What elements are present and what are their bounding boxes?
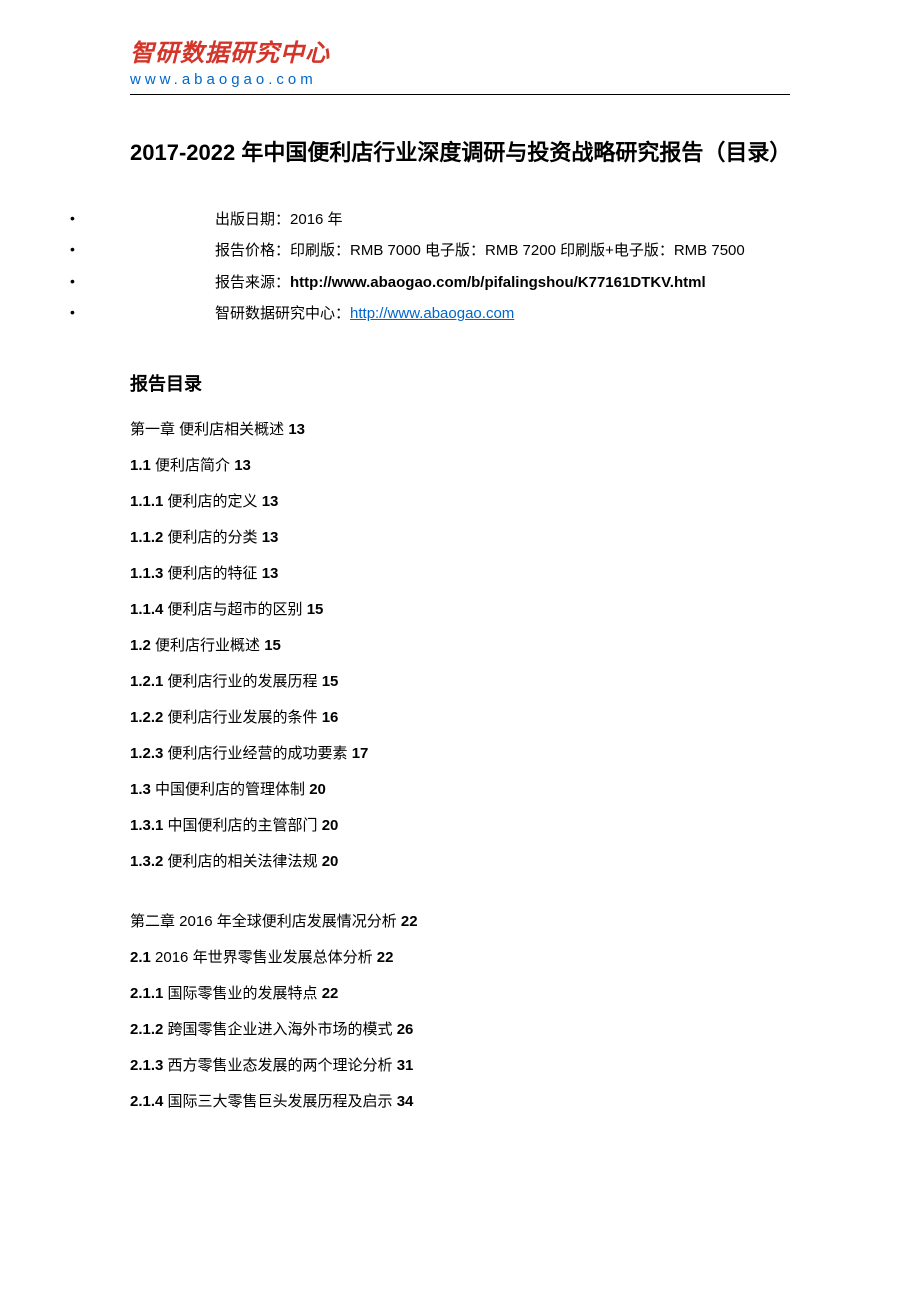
toc-section-text: 便利店的相关法律法规 — [163, 853, 321, 870]
toc-heading: 报告目录 — [130, 370, 790, 396]
meta-list: 出版日期：2016 年报告价格：印刷版：RMB 7000 电子版：RMB 720… — [130, 204, 790, 330]
toc-entry: 1.1.4 便利店与超市的区别 15 — [130, 592, 790, 628]
toc-entry: 2.1.4 国际三大零售巨头发展历程及启示 34 — [130, 1084, 790, 1120]
toc-page-num: 16 — [322, 709, 339, 726]
toc-section-num: 1.3 — [130, 781, 151, 798]
meta-value: 印刷版：RMB 7000 电子版：RMB 7200 印刷版+电子版：RMB 75… — [290, 242, 745, 259]
header-divider — [130, 94, 790, 95]
meta-item: 智研数据研究中心：http://www.abaogao.com — [130, 298, 790, 330]
toc-section-text: 2016 年世界零售业发展总体分析 — [151, 949, 377, 966]
toc-section-num: 1.2 — [130, 637, 151, 654]
toc-page-num: 34 — [397, 1093, 414, 1110]
toc-section-num: 1.1.3 — [130, 565, 163, 582]
meta-label: 智研数据研究中心： — [215, 305, 350, 322]
toc-page-num: 13 — [234, 457, 251, 474]
toc-entry: 1.3 中国便利店的管理体制 20 — [130, 772, 790, 808]
toc-entry: 1.2.3 便利店行业经营的成功要素 17 — [130, 736, 790, 772]
toc-section-text: 中国便利店的管理体制 — [151, 781, 309, 798]
meta-value: 2016 年 — [290, 211, 343, 228]
report-title: 2017-2022 年中国便利店行业深度调研与投资战略研究报告（目录） — [130, 125, 790, 180]
toc-entry: 2.1.2 跨国零售企业进入海外市场的模式 26 — [130, 1012, 790, 1048]
toc-entry: 1.2.2 便利店行业发展的条件 16 — [130, 700, 790, 736]
toc-section-text: 便利店的定义 — [163, 493, 261, 510]
toc-section-text: 便利店与超市的区别 — [163, 601, 306, 618]
toc-entry: 2.1.1 国际零售业的发展特点 22 — [130, 976, 790, 1012]
toc-page-num: 15 — [307, 601, 324, 618]
toc-entry: 1.1.1 便利店的定义 13 — [130, 484, 790, 520]
document-page: 智研数据研究中心 www.abaogao.com 2017-2022 年中国便利… — [0, 0, 920, 1160]
meta-label: 报告来源： — [215, 274, 290, 291]
toc-section-text: 国际零售业的发展特点 — [163, 985, 321, 1002]
toc-section-text: 便利店的分类 — [163, 529, 261, 546]
toc-section-num: 1.2.2 — [130, 709, 163, 726]
toc-chapter: 第二章 2016 年全球便利店发展情况分析 22 — [130, 904, 790, 940]
toc-entry: 1.3.1 中国便利店的主管部门 20 — [130, 808, 790, 844]
meta-item: 报告价格：印刷版：RMB 7000 电子版：RMB 7200 印刷版+电子版：R… — [130, 235, 790, 267]
toc-section-text: 便利店行业发展的条件 — [163, 709, 321, 726]
toc-section-num: 1.1.1 — [130, 493, 163, 510]
toc-entry: 1.3.2 便利店的相关法律法规 20 — [130, 844, 790, 880]
toc-page-num: 13 — [288, 421, 305, 438]
toc-page-num: 31 — [397, 1057, 414, 1074]
toc-section-num: 2.1.1 — [130, 985, 163, 1002]
toc-section-num: 1.3.1 — [130, 817, 163, 834]
toc-section-num: 2.1.2 — [130, 1021, 163, 1038]
toc-section-num: 2.1.3 — [130, 1057, 163, 1074]
toc-section-text: 跨国零售企业进入海外市场的模式 — [163, 1021, 396, 1038]
toc-section-text: 便利店行业概述 — [151, 637, 264, 654]
meta-value: http://www.abaogao.com/b/pifalingshou/K7… — [290, 274, 706, 291]
toc-section-text: 便利店简介 — [151, 457, 234, 474]
logo-brand-text: 智研数据研究中心 — [130, 40, 790, 69]
meta-value[interactable]: http://www.abaogao.com — [350, 305, 514, 322]
toc-page-num: 22 — [401, 913, 418, 930]
toc-section-text: 便利店行业的发展历程 — [163, 673, 321, 690]
toc-section-num: 1.2.1 — [130, 673, 163, 690]
toc-chapter: 第一章 便利店相关概述 13 — [130, 412, 790, 448]
toc-section-num: 1.3.2 — [130, 853, 163, 870]
toc-page-num: 22 — [322, 985, 339, 1002]
toc-page-num: 13 — [262, 529, 279, 546]
toc-entry: 2.1.3 西方零售业态发展的两个理论分析 31 — [130, 1048, 790, 1084]
toc-chapter-text: 第一章 便利店相关概述 — [130, 421, 288, 438]
toc-section-num: 1.2.3 — [130, 745, 163, 762]
toc-entry: 1.2 便利店行业概述 15 — [130, 628, 790, 664]
toc-chapter-text: 第二章 2016 年全球便利店发展情况分析 — [130, 913, 401, 930]
toc-entry: 1.2.1 便利店行业的发展历程 15 — [130, 664, 790, 700]
meta-label: 报告价格： — [215, 242, 290, 259]
toc-page-num: 15 — [264, 637, 281, 654]
toc-section-text: 西方零售业态发展的两个理论分析 — [163, 1057, 396, 1074]
toc-page-num: 13 — [262, 493, 279, 510]
toc-section-num: 2.1 — [130, 949, 151, 966]
toc-entry: 1.1.3 便利店的特征 13 — [130, 556, 790, 592]
toc-page-num: 26 — [397, 1021, 414, 1038]
meta-item: 报告来源：http://www.abaogao.com/b/pifalingsh… — [130, 267, 790, 299]
toc-section-text: 国际三大零售巨头发展历程及启示 — [163, 1093, 396, 1110]
toc-section-num: 2.1.4 — [130, 1093, 163, 1110]
toc-section-num: 1.1 — [130, 457, 151, 474]
toc-page-num: 20 — [322, 853, 339, 870]
toc-section-num: 1.1.4 — [130, 601, 163, 618]
toc-page-num: 20 — [309, 781, 326, 798]
toc-section-text: 便利店行业经营的成功要素 — [163, 745, 351, 762]
meta-label: 出版日期： — [215, 211, 290, 228]
header-logo: 智研数据研究中心 www.abaogao.com — [130, 40, 790, 88]
toc-page-num: 22 — [377, 949, 394, 966]
toc-page-num: 13 — [262, 565, 279, 582]
toc-container: 第一章 便利店相关概述 131.1 便利店简介 131.1.1 便利店的定义 1… — [130, 412, 790, 1120]
toc-entry: 1.1.2 便利店的分类 13 — [130, 520, 790, 556]
logo-url-text: www.abaogao.com — [130, 71, 790, 88]
toc-section-num: 1.1.2 — [130, 529, 163, 546]
chapter-break — [130, 880, 790, 904]
toc-page-num: 15 — [322, 673, 339, 690]
toc-entry: 2.1 2016 年世界零售业发展总体分析 22 — [130, 940, 790, 976]
toc-page-num: 20 — [322, 817, 339, 834]
toc-page-num: 17 — [352, 745, 369, 762]
toc-entry: 1.1 便利店简介 13 — [130, 448, 790, 484]
toc-section-text: 便利店的特征 — [163, 565, 261, 582]
toc-section-text: 中国便利店的主管部门 — [163, 817, 321, 834]
meta-item: 出版日期：2016 年 — [130, 204, 790, 236]
